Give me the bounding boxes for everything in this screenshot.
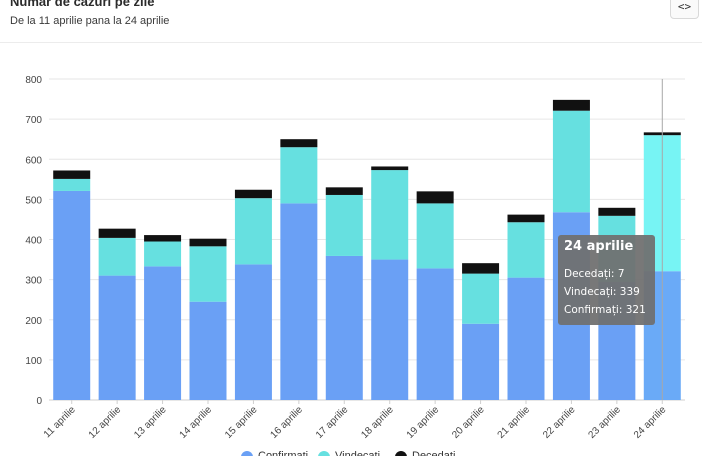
x-tick-label: 21 aprilie <box>496 404 533 441</box>
legend-marker <box>318 451 330 456</box>
tooltip-label: Vindecați <box>564 286 613 298</box>
bar-segment <box>325 255 363 400</box>
x-tick-label: 16 aprilie <box>268 404 305 441</box>
x-tick-label: 19 aprilie <box>405 404 442 441</box>
y-tick-label: 100 <box>25 356 42 367</box>
bar-segment <box>144 266 182 400</box>
bar-segment <box>507 214 545 223</box>
bar-segment <box>189 246 227 302</box>
x-tick-label: 11 aprilie <box>42 404 78 440</box>
bar-segment <box>280 203 318 400</box>
bar-segment <box>462 263 500 274</box>
bar-segment <box>507 277 545 400</box>
bar-segment <box>371 166 409 171</box>
x-tick-label: 12 aprilie <box>87 404 124 441</box>
bar-segment <box>552 110 590 213</box>
x-tick-label: 18 aprilie <box>359 404 396 441</box>
bar-segment <box>53 178 91 191</box>
bar-segment <box>325 187 363 195</box>
bar-segment <box>98 228 136 238</box>
tooltip-value: 339 <box>619 286 640 298</box>
legend-label: Confirmați <box>258 450 308 456</box>
legend-label: Decedați <box>412 450 455 456</box>
bar-segment <box>189 301 227 400</box>
x-tick-label: 13 aprilie <box>132 404 169 441</box>
bar-segment <box>280 147 318 204</box>
bar-segment <box>507 222 545 278</box>
bar-segment <box>144 241 182 267</box>
y-tick-label: 200 <box>25 316 42 327</box>
chart-title: Număr de cazuri pe zile <box>10 0 155 9</box>
bar-segment <box>234 189 272 199</box>
bar-segment <box>371 259 409 400</box>
bar-segment <box>234 198 272 265</box>
embed-code-button[interactable]: <> <box>670 0 699 19</box>
bar-segment <box>598 207 636 216</box>
legend-marker <box>241 451 253 456</box>
chart-header: Număr de cazuri pe zile De la 11 aprilie… <box>0 0 702 43</box>
tooltip-row-vindecati: Vindecați: 339 <box>564 286 640 298</box>
y-tick-label: 700 <box>25 115 42 126</box>
bar-segment <box>98 237 136 276</box>
x-tick-label: 23 aprilie <box>586 404 623 441</box>
bar-segment <box>144 235 182 242</box>
bar-segment <box>416 191 454 204</box>
tooltip-row-confirmati: Confirmați: 321 <box>564 304 646 316</box>
tooltip-title: 24 aprilie <box>564 239 634 254</box>
bar-segment <box>416 203 454 269</box>
y-tick-label: 500 <box>25 195 42 206</box>
bar-segment <box>53 190 91 400</box>
x-tick-label: 17 aprilie <box>314 404 351 441</box>
bar-segment <box>552 99 590 111</box>
tooltip-label: Decedați <box>564 268 611 280</box>
legend-label: Vindecați <box>335 450 380 456</box>
legend-marker <box>395 451 407 456</box>
tooltip-label: Confirmați <box>564 304 619 316</box>
y-tick-label: 0 <box>36 396 42 407</box>
hover-tooltip: 24 aprilie Decedați: 7 Vindecați: 339 Co… <box>558 235 655 325</box>
chart-subtitle: De la 11 aprilie pana la 24 aprilie <box>10 15 170 27</box>
bar-segment <box>53 170 91 179</box>
x-tick-label: 20 aprilie <box>450 404 487 441</box>
bar-segment <box>325 194 363 256</box>
bar-segment <box>98 275 136 400</box>
y-tick-label: 300 <box>25 276 42 287</box>
tooltip-value: 321 <box>625 304 646 316</box>
x-tick-label: 15 aprilie <box>223 404 260 441</box>
x-tick-label: 14 aprilie <box>178 404 215 441</box>
tooltip-value: 7 <box>617 268 625 280</box>
x-tick-label: 22 aprilie <box>541 404 578 441</box>
bar-segment <box>234 264 272 400</box>
y-tick-label: 800 <box>25 75 42 86</box>
bar-segment <box>462 323 500 400</box>
y-tick-label: 600 <box>25 155 42 166</box>
bar-segment <box>189 238 227 247</box>
tooltip-row-decedati: Decedați: 7 <box>564 268 625 280</box>
bar-segment <box>416 268 454 400</box>
bar-segment <box>462 273 500 324</box>
bar-segment <box>371 170 409 260</box>
bar-segment <box>280 139 318 148</box>
y-tick-label: 400 <box>25 236 42 247</box>
x-tick-label: 24 aprilie <box>632 404 669 441</box>
